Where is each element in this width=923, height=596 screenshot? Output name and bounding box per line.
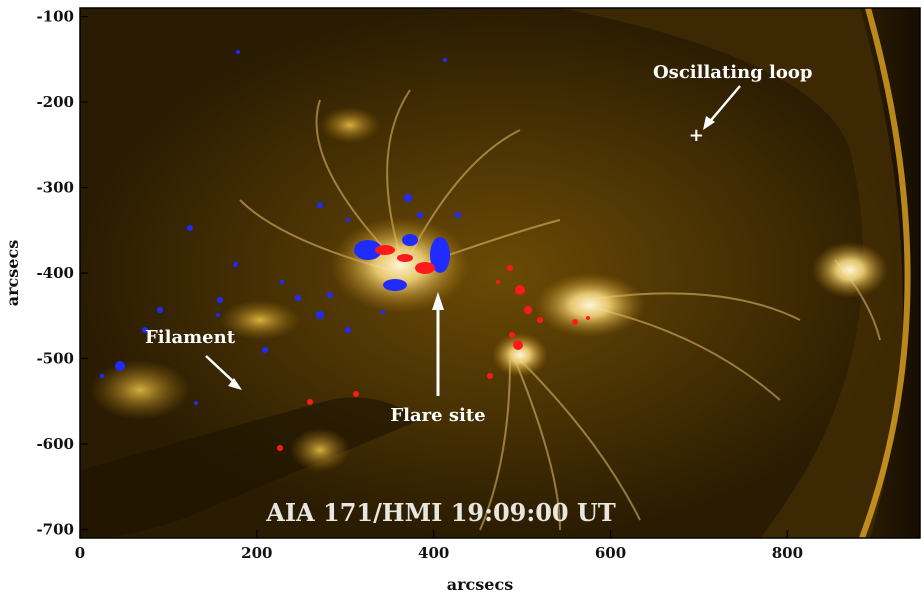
x-tick-label: 200	[241, 544, 272, 562]
x-tick-label: 0	[75, 544, 85, 562]
y-tick-label: -500	[36, 349, 74, 367]
x-tick-label: 800	[772, 544, 803, 562]
y-tick-label: -600	[36, 435, 74, 453]
magnetic-contours-positive	[277, 245, 590, 451]
flare-site-label: Flare site	[390, 405, 485, 426]
y-tick-label: -700	[36, 520, 74, 538]
magnetic-contours-negative	[100, 50, 461, 405]
x-tick-label: 400	[418, 544, 449, 562]
y-axis-ticks: -100 -200 -300 -400 -500 -600 -700	[36, 8, 88, 538]
y-tick-label: -400	[36, 264, 74, 282]
oscillating-loop-arrowhead	[703, 116, 715, 130]
oscillating-loop-marker: +	[689, 125, 704, 146]
y-tick-label: -100	[36, 8, 74, 26]
x-axis-ticks: 0 200 400 600 800	[75, 530, 803, 562]
annotations: Oscillating loop + Filament Flare site	[145, 62, 812, 426]
solar-image	[80, 8, 920, 538]
y-tick-label: -300	[36, 179, 74, 197]
filament-arrowhead	[228, 378, 242, 390]
y-tick-label: -200	[36, 93, 74, 111]
image-caption: AIA 171/HMI 19:09:00 UT	[265, 498, 616, 527]
y-axis-label: arcsecs	[3, 240, 22, 306]
oscillating-loop-label: Oscillating loop	[653, 62, 812, 83]
filament-arrow	[205, 355, 237, 385]
oscillating-loop-arrow	[706, 85, 741, 126]
filament-label: Filament	[145, 327, 236, 348]
x-axis-label: arcsecs	[447, 575, 513, 594]
flare-site-arrowhead	[432, 292, 444, 310]
x-tick-label: 600	[595, 544, 626, 562]
